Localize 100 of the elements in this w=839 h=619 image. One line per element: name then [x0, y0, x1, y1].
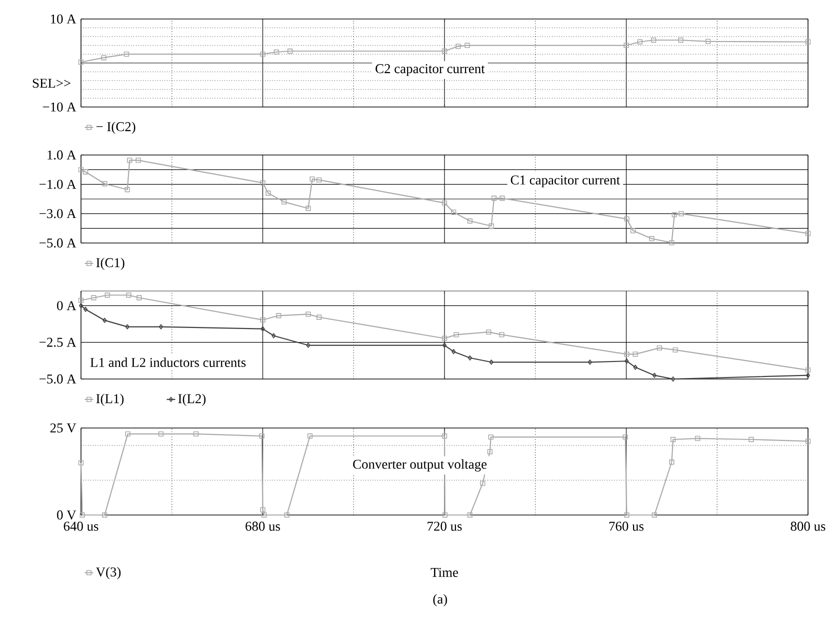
- point: [91, 295, 96, 300]
- point: [306, 312, 311, 317]
- point: [678, 38, 684, 43]
- point: [748, 436, 754, 442]
- point: [102, 512, 108, 518]
- point: [104, 292, 110, 298]
- point: [467, 218, 473, 224]
- point: [805, 39, 811, 44]
- y-tick-label: −3.0 A: [40, 209, 76, 218]
- point: [678, 211, 684, 216]
- y-tick-label: −5.0 A: [40, 238, 76, 248]
- point: [456, 44, 461, 49]
- point: [260, 317, 266, 322]
- legend-label: I(C1): [96, 258, 124, 270]
- point: [442, 48, 448, 54]
- point: [125, 431, 130, 437]
- x-tick-label: 800 us: [790, 522, 826, 531]
- y-tick-label: −1.0 A: [40, 180, 76, 189]
- point: [705, 38, 711, 44]
- point: [259, 433, 264, 439]
- point: [805, 367, 811, 373]
- point: [480, 480, 486, 486]
- point: [124, 187, 130, 192]
- point: [193, 431, 199, 437]
- point: [467, 512, 473, 518]
- point: [671, 376, 676, 382]
- y-tick-label: 1.0 A: [48, 150, 76, 160]
- y-tick-label: 0 A: [57, 301, 76, 310]
- point: [307, 433, 313, 439]
- point: [125, 324, 130, 330]
- point: [652, 372, 656, 378]
- point: [491, 196, 497, 201]
- point: [500, 196, 505, 201]
- legend-label: − I(C2): [96, 122, 136, 134]
- point: [672, 212, 678, 218]
- point: [306, 206, 311, 211]
- point: [78, 60, 84, 65]
- point: [488, 434, 494, 440]
- point: [272, 333, 276, 338]
- point: [669, 240, 674, 246]
- point: [306, 342, 310, 348]
- point: [624, 512, 630, 518]
- point: [633, 364, 638, 370]
- point: [695, 436, 700, 442]
- point: [805, 230, 811, 236]
- point: [316, 177, 322, 183]
- point: [442, 512, 448, 518]
- point: [486, 329, 492, 335]
- point: [672, 347, 678, 353]
- point: [287, 48, 293, 54]
- x-tick-label: 720 us: [428, 522, 462, 531]
- point: [624, 352, 630, 357]
- point: [260, 52, 266, 57]
- point: [442, 342, 447, 348]
- point: [260, 326, 265, 332]
- point: [624, 358, 629, 364]
- point: [158, 431, 164, 437]
- point: [282, 199, 287, 205]
- point: [276, 313, 282, 318]
- point: [442, 433, 448, 439]
- legend-label: I(L1): [96, 394, 124, 406]
- point: [632, 352, 638, 357]
- point: [101, 55, 106, 60]
- annotation: L1 and L2 inductors currents: [90, 358, 246, 368]
- point: [284, 512, 290, 518]
- point: [452, 348, 456, 354]
- point: [126, 292, 132, 298]
- point: [805, 438, 811, 444]
- point: [487, 449, 493, 454]
- point: [442, 200, 448, 206]
- point: [260, 180, 266, 186]
- y-tick-label: −5.0 A: [40, 374, 76, 384]
- x-tick-label: 760 us: [609, 522, 644, 531]
- point: [78, 460, 84, 466]
- point: [310, 176, 315, 182]
- point: [158, 324, 164, 330]
- point: [82, 169, 88, 174]
- y-tick-label: −2.5 A: [40, 338, 76, 347]
- point: [136, 158, 141, 163]
- x-tick-label: 680 us: [246, 522, 280, 531]
- point: [266, 190, 271, 196]
- y-tick-label: 25 V: [50, 423, 76, 433]
- point: [488, 223, 494, 229]
- point: [652, 512, 658, 518]
- y-tick-label: 10 A: [50, 14, 76, 24]
- point: [624, 42, 629, 48]
- point: [127, 158, 132, 163]
- point: [136, 295, 142, 300]
- point: [124, 52, 130, 57]
- point: [78, 167, 84, 172]
- point: [442, 336, 448, 341]
- point: [649, 236, 654, 242]
- point: [80, 512, 85, 518]
- x-tick-label: 640 us: [64, 522, 98, 531]
- y-tick-label: 0 V: [57, 510, 76, 520]
- point: [316, 314, 322, 320]
- point: [650, 38, 656, 43]
- point: [656, 345, 662, 351]
- legend-label: V(3): [96, 567, 121, 580]
- point: [102, 181, 108, 186]
